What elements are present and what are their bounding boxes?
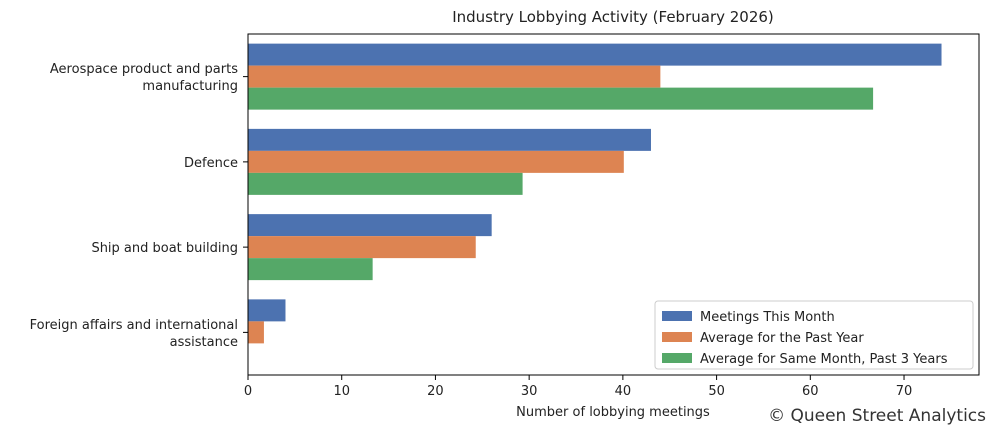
bar-1-3 bbox=[248, 214, 492, 237]
x-tick-label-20: 20 bbox=[427, 384, 444, 399]
x-tick-label-0: 0 bbox=[244, 384, 252, 399]
legend-label-3: Average for Same Month, Past 3 Years bbox=[700, 352, 948, 367]
x-tick-label-70: 70 bbox=[896, 384, 913, 399]
bar-2-1 bbox=[248, 65, 661, 88]
y-tick-label-4: Foreign affairs and international assista… bbox=[30, 318, 238, 350]
plot-frame bbox=[247, 33, 980, 376]
bar-2-3 bbox=[248, 236, 476, 259]
x-tick-label-60: 60 bbox=[802, 384, 819, 399]
bar-1-1 bbox=[248, 43, 942, 66]
bars bbox=[248, 43, 942, 344]
bar-3-2 bbox=[248, 172, 523, 195]
y-tick-label-2: Defence bbox=[184, 156, 238, 171]
watermark: © Queen Street Analytics bbox=[768, 406, 986, 426]
chart-title: Industry Lobbying Activity (February 202… bbox=[452, 8, 774, 26]
bar-1-4 bbox=[248, 299, 286, 322]
legend-swatch-1 bbox=[662, 311, 692, 321]
x-axis-label: Number of lobbying meetings bbox=[516, 405, 710, 420]
legend-box bbox=[654, 300, 974, 370]
x-tick-label-40: 40 bbox=[615, 384, 632, 399]
y-axis-labels: Aerospace product and parts manufacturing… bbox=[30, 62, 248, 350]
y-tick-label-1: Aerospace product and parts manufacturing bbox=[50, 62, 238, 94]
bar-1-2 bbox=[248, 128, 651, 151]
legend-label-2: Average for the Past Year bbox=[700, 331, 864, 346]
x-tick-label-10: 10 bbox=[333, 384, 350, 399]
x-tick-label-30: 30 bbox=[521, 384, 538, 399]
bar-3-1 bbox=[248, 87, 874, 110]
y-tick-label-3: Ship and boat building bbox=[91, 241, 238, 256]
legend: Meetings This Month Average for the Past … bbox=[654, 300, 974, 370]
x-tick-label-50: 50 bbox=[708, 384, 725, 399]
bar-2-4 bbox=[248, 321, 264, 344]
x-axis: 0 10 20 30 40 50 60 70 bbox=[244, 375, 912, 399]
legend-swatch-2 bbox=[662, 332, 692, 342]
bar-2-2 bbox=[248, 150, 624, 173]
bar-3-3 bbox=[248, 258, 373, 281]
legend-swatch-3 bbox=[662, 353, 692, 363]
legend-label-1: Meetings This Month bbox=[700, 310, 835, 325]
